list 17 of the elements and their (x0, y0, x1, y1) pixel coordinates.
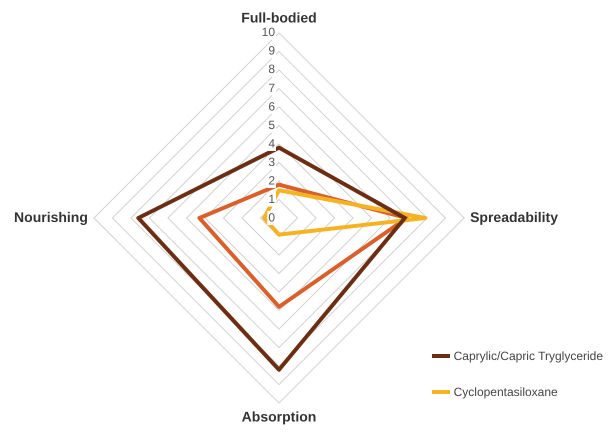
y-tick-label: 5 (268, 118, 276, 132)
spoke-label: Absorption (242, 408, 316, 424)
y-tick-label: 2 (268, 173, 276, 188)
y-tick-label: 0 (268, 210, 276, 224)
y-tick-label: 7 (268, 80, 276, 95)
spoke-label: Full-bodied (241, 9, 317, 26)
y-tick-label: 8 (268, 62, 276, 76)
y-tick-label: 3 (268, 154, 276, 169)
y-tick-label: 9 (268, 44, 276, 58)
y-tick-label: 10 (262, 25, 276, 40)
spoke-label: Nourishing (14, 208, 88, 225)
spoke-label: Spreadability (470, 208, 558, 225)
legend-label: Cyclopentasiloxane (454, 385, 558, 399)
y-tick-label: 1 (268, 192, 276, 206)
y-tick-label: 6 (268, 99, 276, 114)
y-tick-label: 4 (268, 136, 276, 150)
legend-label: Caprylic/Capric Tryglyceride (454, 349, 603, 363)
